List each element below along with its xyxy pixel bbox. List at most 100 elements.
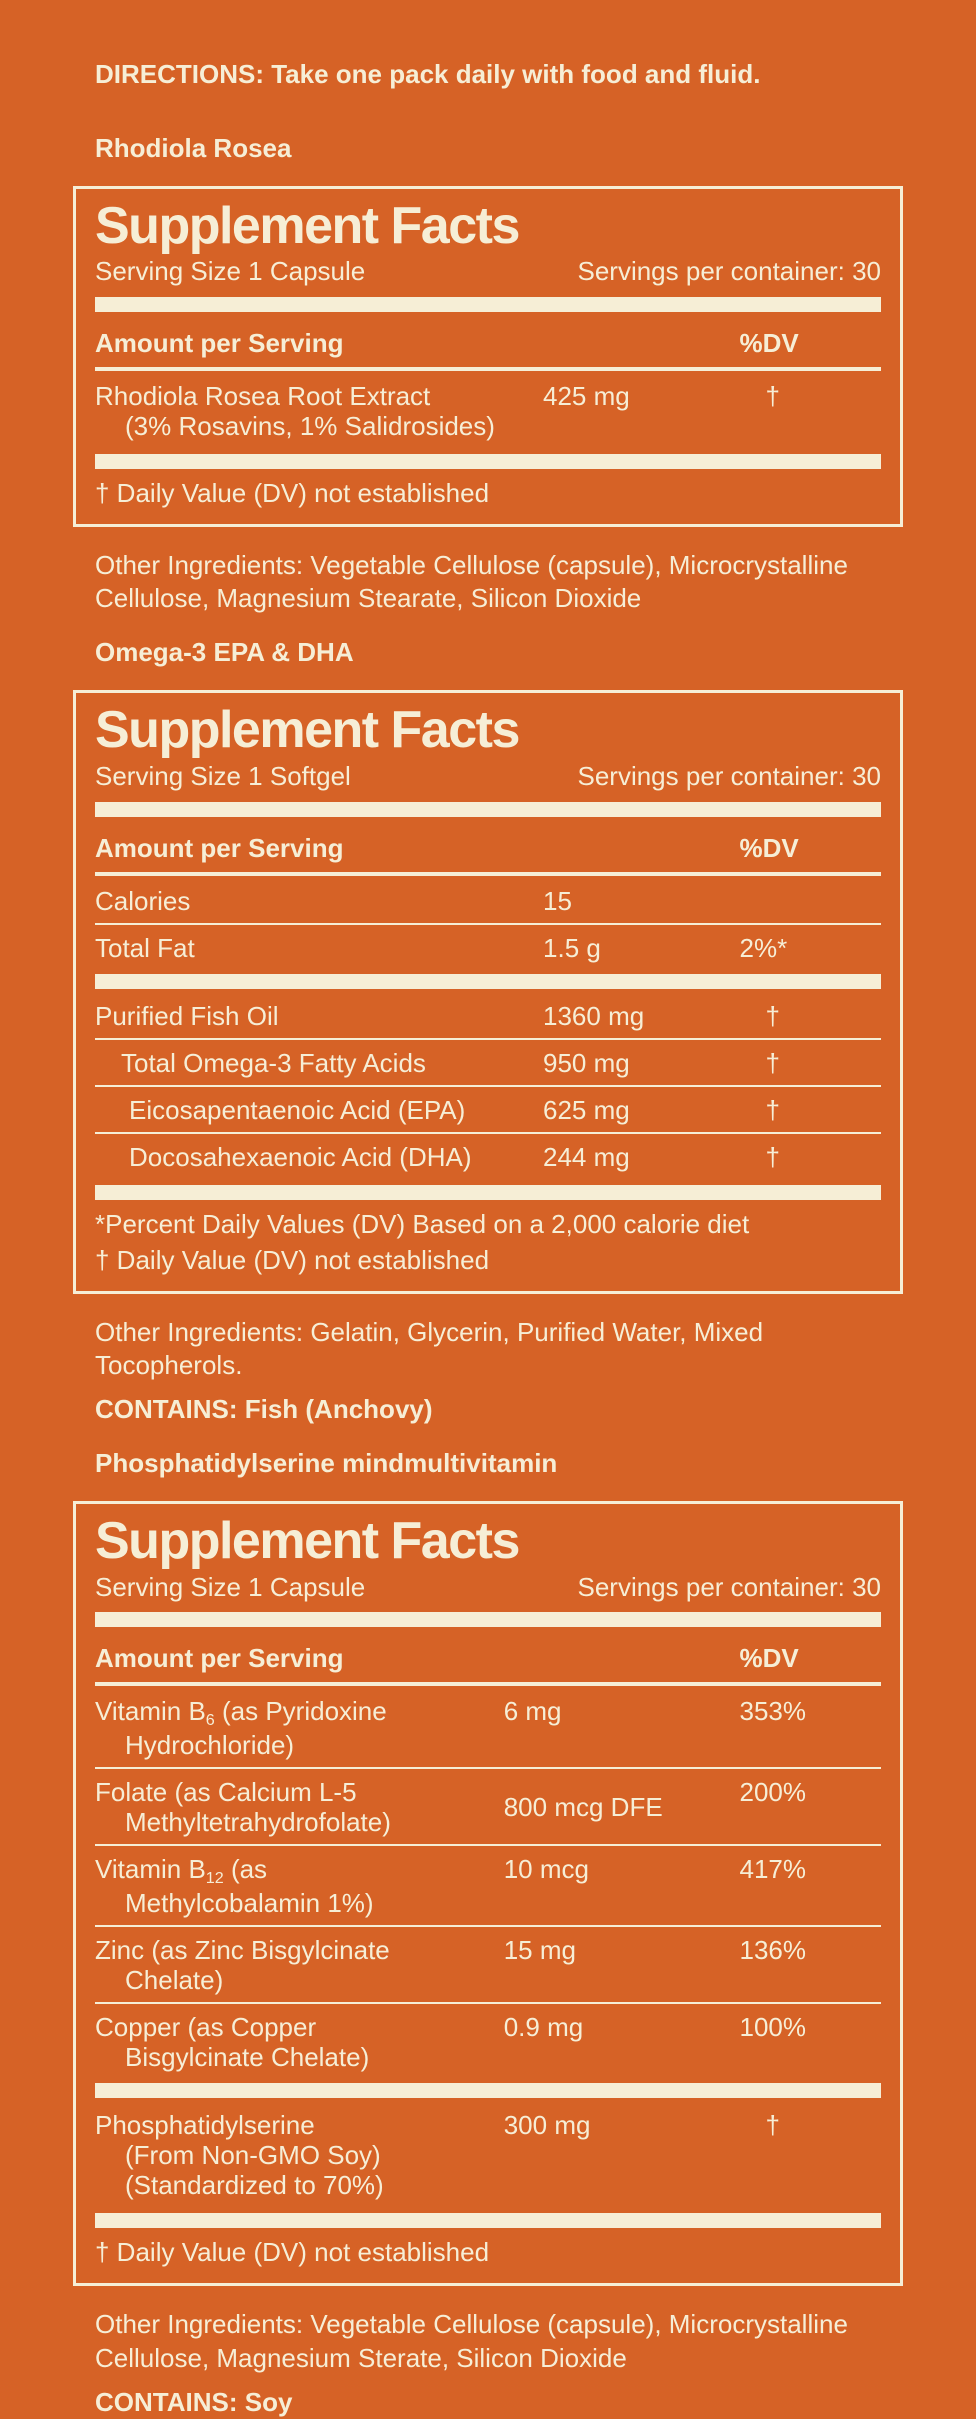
nutrient-amount: 300 mg — [504, 2110, 740, 2140]
nutrient-row: Rhodiola Rosea Root Extract(3% Rosavins,… — [95, 373, 881, 448]
nutrient-row: Purified Fish Oil 1360 mg† — [95, 993, 881, 1038]
nutrient-name-continuation: (Standardized to 70%) — [95, 2170, 504, 2200]
serving-size: Serving Size 1 Capsule — [95, 1573, 365, 1603]
thick-divider — [95, 1185, 881, 1200]
panel-footnote: † Daily Value (DV) not established — [95, 477, 881, 510]
nutrient-name-line: Calories — [95, 886, 543, 916]
panel-title: Supplement Facts — [95, 199, 881, 254]
nutrient-name-line: Eicosapentaenoic Acid (EPA) — [129, 1095, 543, 1125]
section-heading: Rhodiola Rosea — [95, 134, 903, 164]
panel-title: Supplement Facts — [95, 703, 881, 758]
section-heading: Phosphatidylserine mindmultivitamin — [95, 1449, 903, 1479]
other-ingredients: Other Ingredients: Gelatin, Glycerin, Pu… — [95, 1316, 903, 1384]
name-text: Chelate) — [125, 1965, 223, 1995]
name-text: (as Pyridoxine — [215, 1696, 387, 1726]
nutrient-amount: 10 mcg — [504, 1854, 740, 1884]
nutrient-row: Phosphatidylserine(From Non-GMO Soy)(Sta… — [95, 2102, 881, 2207]
nutrient-name-continuation: (From Non-GMO Soy) — [95, 2140, 504, 2170]
header-underline — [95, 872, 881, 876]
nutrient-amount: 950 mg — [543, 1048, 740, 1078]
nutrient-name: Calories — [95, 886, 543, 916]
name-text: Copper (as Copper — [95, 2012, 316, 2042]
name-text: Rhodiola Rosea Root Extract — [95, 381, 430, 411]
nutrient-amount: 15 mg — [504, 1935, 740, 1965]
nutrient-name-continuation: (3% Rosavins, 1% Salidrosides) — [95, 411, 543, 441]
column-header-row: Amount per Serving%DV — [95, 827, 881, 872]
nutrient-name: Docosahexaenoic Acid (DHA) — [95, 1142, 543, 1172]
nutrient-amount: 244 mg — [543, 1142, 740, 1172]
name-text: Docosahexaenoic Acid (DHA) — [129, 1142, 472, 1172]
contains-statement: CONTAINS: Fish (Anchovy) — [95, 1393, 903, 1427]
thick-divider — [95, 1612, 881, 1627]
amount-header: Amount per Serving — [95, 1643, 504, 1674]
name-text: Hydrochloride) — [125, 1730, 294, 1760]
name-text: (Standardized to 70%) — [125, 2170, 384, 2200]
serving-size: Serving Size 1 Softgel — [95, 762, 351, 792]
nutrient-name-line: Phosphatidylserine — [95, 2110, 504, 2140]
name-text: (3% Rosavins, 1% Salidrosides) — [125, 411, 495, 441]
nutrient-name: Eicosapentaenoic Acid (EPA) — [95, 1095, 543, 1125]
nutrient-name-continuation: Methyltetrahydrofolate) — [95, 1807, 504, 1837]
column-header-row: Amount per Serving%DV — [95, 322, 881, 367]
name-text: Vitamin B — [95, 1854, 206, 1884]
header-underline — [95, 367, 881, 371]
nutrient-name-continuation: Bisgylcinate Chelate) — [95, 2042, 504, 2072]
nutrient-name: Purified Fish Oil — [95, 1001, 543, 1031]
nutrient-name: Phosphatidylserine(From Non-GMO Soy)(Sta… — [95, 2110, 504, 2200]
directions-text: DIRECTIONS: Take one pack daily with foo… — [95, 58, 903, 92]
nutrient-name-line: Docosahexaenoic Acid (DHA) — [129, 1142, 543, 1172]
nutrient-name: Total Fat — [95, 933, 543, 963]
nutrient-row: Eicosapentaenoic Acid (EPA)625 mg† — [95, 1087, 881, 1132]
nutrient-dv: 353% — [740, 1696, 881, 1726]
nutrient-dv: 417% — [740, 1854, 881, 1884]
name-text: Total Fat — [95, 933, 195, 963]
other-ingredients: Other Ingredients: Vegetable Cellulose (… — [95, 2308, 903, 2376]
name-text: Zinc (as Zinc Bisgylcinate — [95, 1935, 390, 1965]
name-text: Bisgylcinate Chelate) — [125, 2042, 369, 2072]
thick-divider — [95, 2083, 881, 2098]
name-text: Eicosapentaenoic Acid (EPA) — [129, 1095, 465, 1125]
name-text: Purified Fish Oil — [95, 1001, 279, 1031]
nutrient-amount: 15 — [543, 886, 740, 916]
panel-footnote: † Daily Value (DV) not established — [95, 1244, 881, 1277]
thick-divider — [95, 454, 881, 469]
nutrient-name: Vitamin B6 (as Pyridoxine Hydrochloride) — [95, 1696, 504, 1760]
subscript: 6 — [206, 1711, 215, 1729]
nutrient-name-line: Purified Fish Oil — [95, 1001, 543, 1031]
nutrient-name: Total Omega-3 Fatty Acids — [95, 1048, 543, 1078]
serving-row: Serving Size 1 Softgel Servings per conta… — [95, 762, 881, 792]
section-heading: Omega-3 EPA & DHA — [95, 638, 903, 668]
nutrient-amount: 1360 mg — [543, 1001, 740, 1031]
thick-divider — [95, 802, 881, 817]
other-ingredients: Other Ingredients: Vegetable Cellulose (… — [95, 549, 903, 617]
nutrient-amount: 425 mg — [543, 381, 740, 411]
nutrient-dv: † — [740, 1001, 881, 1031]
nutrient-name-line: Rhodiola Rosea Root Extract — [95, 381, 543, 411]
name-text: Methyltetrahydrofolate) — [125, 1807, 391, 1837]
name-text: Total Omega-3 Fatty Acids — [121, 1048, 426, 1078]
name-text: Vitamin B — [95, 1696, 206, 1726]
nutrient-name-line: Copper (as Copper — [95, 2012, 504, 2042]
nutrient-name-continuation: Hydrochloride) — [95, 1730, 504, 1760]
nutrient-dv: 136% — [740, 1935, 881, 1965]
nutrient-row: Docosahexaenoic Acid (DHA)244 mg† — [95, 1134, 881, 1179]
serving-row: Serving Size 1 Capsule Servings per conta… — [95, 1573, 881, 1603]
subscript: 12 — [206, 1869, 224, 1887]
name-text: Phosphatidylserine — [95, 2110, 315, 2140]
nutrient-dv: † — [740, 1048, 881, 1078]
serving-size: Serving Size 1 Capsule — [95, 257, 365, 287]
servings-per-container: Servings per container: 30 — [577, 1573, 881, 1603]
servings-per-container: Servings per container: 30 — [577, 762, 881, 792]
name-text: (as — [224, 1854, 267, 1884]
